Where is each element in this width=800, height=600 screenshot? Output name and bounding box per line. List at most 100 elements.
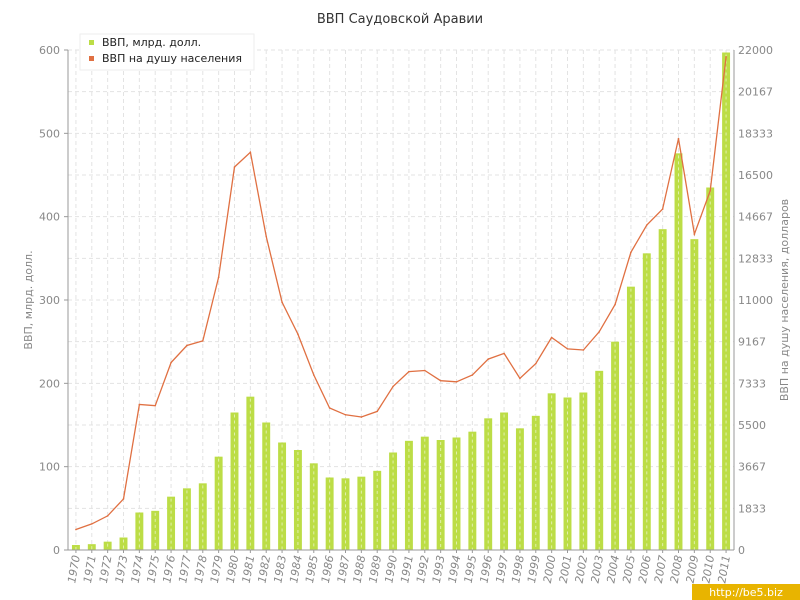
x-tick-label: 1983 <box>271 554 289 584</box>
point-1986 <box>328 407 331 409</box>
x-tick-label: 1976 <box>160 554 178 584</box>
x-tick-label: 1971 <box>81 554 99 584</box>
x-tick-label: 1990 <box>382 554 400 584</box>
x-tick-label: 2009 <box>684 554 702 584</box>
point-1980 <box>233 166 236 168</box>
x-tick-label: 1986 <box>319 554 337 584</box>
point-1989 <box>376 410 379 413</box>
bar-1998 <box>515 428 524 550</box>
x-tick-label: 1978 <box>192 554 210 584</box>
point-1978 <box>201 340 204 342</box>
x-tick-label: 1987 <box>335 554 353 584</box>
watermark-background <box>692 584 800 600</box>
bar-2000 <box>547 393 556 550</box>
point-1994 <box>455 381 458 383</box>
x-tick-label: 1999 <box>525 554 543 584</box>
y2-tick-label: 22000 <box>738 44 773 57</box>
x-tick-label: 1995 <box>462 554 480 584</box>
point-2009 <box>693 233 696 235</box>
point-2003 <box>598 331 601 333</box>
x-tick-label: 1981 <box>240 554 258 584</box>
bar-2003 <box>595 370 604 550</box>
y-tick-label: 500 <box>39 127 60 140</box>
y2-axis-label: ВВП на душу населения, долларов <box>778 199 791 401</box>
bar-1977 <box>182 488 191 550</box>
y2-tick-label: 12833 <box>738 252 773 265</box>
bar-1973 <box>119 537 128 550</box>
x-tick-label: 1972 <box>97 554 115 584</box>
x-tick-label: 1997 <box>493 554 511 584</box>
y-tick-label: 300 <box>39 294 60 307</box>
bar-1999 <box>531 415 540 550</box>
y2-tick-label: 1833 <box>738 502 766 515</box>
bar-2010 <box>706 187 715 550</box>
x-tick-label: 2010 <box>700 554 718 584</box>
point-2006 <box>645 224 648 226</box>
x-tick-label: 1991 <box>398 554 416 584</box>
point-1992 <box>423 369 426 372</box>
x-tick-label: 2001 <box>557 554 575 584</box>
x-tick-label: 1985 <box>303 554 321 584</box>
bar-series <box>71 52 731 551</box>
legend-label-gdp-per-capita: ВВП на душу населения <box>102 52 242 65</box>
point-1988 <box>360 416 363 418</box>
bar-1993 <box>436 440 445 550</box>
x-tick-label: 1975 <box>145 554 163 584</box>
point-1996 <box>487 358 490 360</box>
bar-2009 <box>690 239 699 550</box>
bar-1975 <box>151 510 160 550</box>
y-tick-label: 0 <box>53 544 60 557</box>
x-tick-label: 1996 <box>478 554 496 584</box>
bar-1988 <box>357 476 366 550</box>
point-1991 <box>408 370 410 373</box>
watermark-text: http://be5.biz <box>709 586 783 599</box>
y2-tick-label: 5500 <box>738 419 766 432</box>
y-tick-label: 400 <box>39 211 60 224</box>
point-1975 <box>154 404 157 407</box>
point-1974 <box>138 403 141 406</box>
point-1995 <box>471 374 474 376</box>
point-1984 <box>297 333 299 335</box>
x-tick-label: 2003 <box>589 554 607 584</box>
point-2001 <box>566 348 569 350</box>
x-tick-label: 1977 <box>176 554 194 584</box>
point-1971 <box>90 523 93 525</box>
point-2010 <box>709 190 712 192</box>
y2-tick-label: 11000 <box>738 294 773 307</box>
bar-1974 <box>135 512 144 550</box>
y2-tick-label: 3667 <box>738 461 766 474</box>
x-tick-label: 2002 <box>573 554 591 584</box>
legend-box <box>79 33 255 71</box>
y2-tick-label: 20167 <box>738 86 773 99</box>
point-1987 <box>344 413 347 416</box>
x-tick-label: 1979 <box>208 554 226 584</box>
legend-swatch-gdp <box>89 40 94 45</box>
bar-2008 <box>674 153 683 551</box>
point-1985 <box>312 374 315 376</box>
point-1970 <box>75 528 77 531</box>
point-1981 <box>249 151 252 154</box>
watermark: http://be5.biz <box>692 584 800 600</box>
point-1990 <box>392 385 394 388</box>
x-tick-label: 1982 <box>256 554 274 584</box>
point-2011 <box>725 56 727 58</box>
x-tick-label: 2006 <box>636 554 654 584</box>
legend-label-gdp: ВВП, млрд. долл. <box>102 36 201 49</box>
bar-2005 <box>626 286 635 550</box>
x-tick-label: 1974 <box>129 554 147 584</box>
x-tick-label: 1993 <box>430 554 448 584</box>
bar-1983 <box>278 442 287 550</box>
x-tick-label: 1970 <box>65 554 83 584</box>
bar-1995 <box>468 431 477 550</box>
x-tick-label: 1980 <box>224 554 242 584</box>
y2-tick-label: 14667 <box>738 211 773 224</box>
legend-swatch-gdp-per-capita <box>89 56 94 61</box>
point-2004 <box>614 303 616 306</box>
x-tick-label: 2004 <box>604 554 622 584</box>
x-tick-label: 2000 <box>541 554 559 584</box>
point-1999 <box>534 362 537 365</box>
point-2002 <box>582 349 585 351</box>
left-axis-ticks: 0 100 200 300 400 500 600 <box>39 44 68 557</box>
y-axis-label: ВВП, млрд. долл. <box>22 250 35 349</box>
x-tick-label: 1988 <box>351 554 369 584</box>
